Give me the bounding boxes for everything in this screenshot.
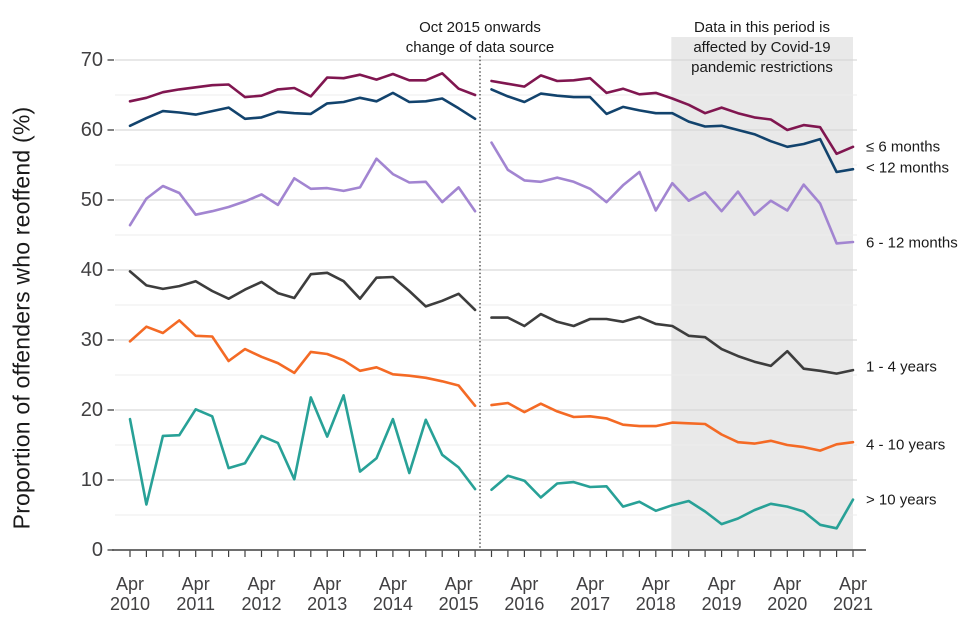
series-line-gt-10-years-post xyxy=(490,474,855,530)
series-line-6-12-months-pre xyxy=(128,157,477,227)
annotation-line: Oct 2015 onwards xyxy=(419,19,541,36)
annotation-line: pandemic restrictions xyxy=(691,59,833,76)
y-axis-title: Proportion of offenders who reoffend (%) xyxy=(8,106,35,530)
series-line-le-6-months-post xyxy=(490,74,855,156)
covid-shaded-region xyxy=(671,37,853,549)
annotation-line: affected by Covid-19 xyxy=(693,39,831,56)
x-axis-label: Apr 2021 xyxy=(832,574,874,614)
annotation-covid-period: Data in this period is affected by Covid… xyxy=(691,18,833,78)
x-axis-label: Apr 2014 xyxy=(372,574,413,614)
series-line-le-6-months-pre xyxy=(128,72,477,103)
annotation-data-source-change: Oct 2015 onwards change of data source xyxy=(406,18,554,58)
series-label-1-4-years: 1 - 4 years xyxy=(866,358,937,376)
y-axis-label: 40 xyxy=(80,259,103,281)
y-axis-label: 0 xyxy=(91,539,103,561)
series-line-1-4-years-post xyxy=(490,312,855,375)
series-label-4-10-years: 4 - 10 years xyxy=(866,436,946,454)
series-line-4-10-years-post xyxy=(490,401,855,452)
x-axis-label: Apr 2020 xyxy=(767,574,808,614)
y-axis-label: 70 xyxy=(80,49,103,71)
series-label-lt-12-months: < 12 months xyxy=(866,159,949,177)
x-axis-label: Apr 2016 xyxy=(504,574,545,614)
series-label-6-12-months: 6 - 12 months xyxy=(866,234,958,252)
x-axis-label: Apr 2010 xyxy=(109,574,151,614)
series-line-lt-12-months-post xyxy=(490,88,855,174)
annotation-line: change of data source xyxy=(405,39,555,56)
y-axis-label: 50 xyxy=(80,189,103,211)
series-line-gt-10-years-pre xyxy=(128,393,477,506)
series-line-1-4-years-pre xyxy=(128,270,477,312)
x-axis-label: Apr 2011 xyxy=(176,574,216,614)
x-axis-label: Apr 2018 xyxy=(635,574,676,614)
x-axis-label: Apr 2015 xyxy=(438,574,479,614)
y-axis-label: 20 xyxy=(80,399,103,421)
x-axis-label: Apr 2013 xyxy=(307,574,348,614)
series-label-gt-10-years: > 10 years xyxy=(866,491,937,509)
y-axis-label: 10 xyxy=(80,469,103,491)
x-axis-label: Apr 2012 xyxy=(241,574,282,614)
series-line-lt-12-months-pre xyxy=(128,91,477,128)
x-axis-label: Apr 2019 xyxy=(701,574,742,614)
series-line-4-10-years-pre xyxy=(128,319,477,408)
y-axis-label: 60 xyxy=(80,119,103,141)
series-line-6-12-months-post xyxy=(490,141,855,245)
annotation-line: Data in this period is xyxy=(694,19,830,36)
x-axis-label: Apr 2017 xyxy=(570,574,611,614)
y-axis-label: 30 xyxy=(80,329,103,351)
series-label-le-6-months: ≤ 6 months xyxy=(866,138,941,156)
